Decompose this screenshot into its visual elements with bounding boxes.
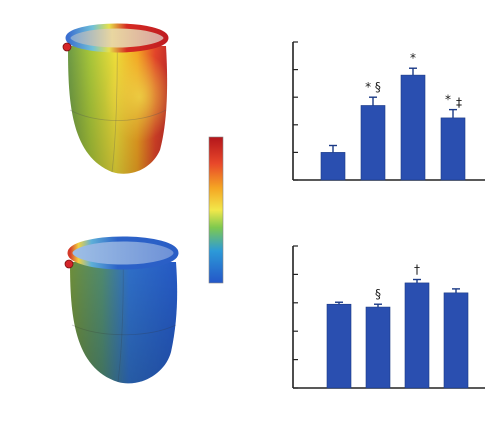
- chart-bottom: §†: [292, 245, 485, 389]
- bar: [440, 117, 466, 181]
- marker-dot: [62, 42, 72, 52]
- bar: [360, 105, 386, 181]
- bar: [443, 292, 469, 389]
- colorbar: [208, 136, 224, 284]
- significance-label: ‡: [456, 96, 462, 110]
- significance-label: * §: [365, 80, 381, 94]
- bar: [404, 282, 430, 389]
- bar: [365, 306, 391, 389]
- chart-top: * § * * ‡: [292, 41, 485, 181]
- significance-label: †: [414, 263, 420, 277]
- top-heart-map: [62, 23, 169, 174]
- bar: [320, 152, 346, 181]
- significance-label: §: [375, 287, 381, 301]
- marker-dot: [64, 259, 74, 269]
- bottom-heart-map: [64, 236, 179, 384]
- bar: [400, 74, 426, 181]
- bar: [326, 303, 352, 389]
- significance-label: *: [410, 51, 416, 65]
- significance-label: *: [445, 93, 451, 107]
